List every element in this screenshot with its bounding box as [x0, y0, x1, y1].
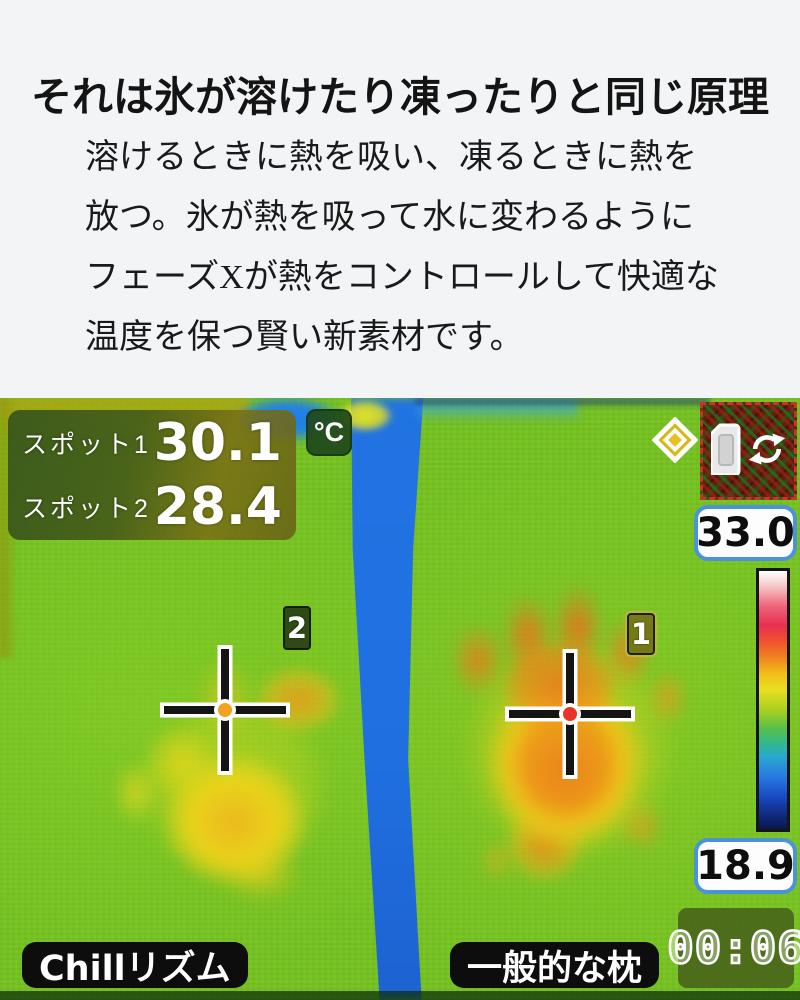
status-pattern-box [700, 402, 797, 500]
image-bottom-edge [0, 991, 800, 1000]
diamond-icon [651, 416, 699, 464]
celsius-unit-badge: °C [306, 409, 352, 456]
recording-timer: 00:06 [666, 908, 800, 988]
spot-2-value: 28.4 [153, 477, 282, 537]
page-title: それは氷が溶けたり凍ったりと同じ原理 [31, 74, 769, 121]
thermal-image: スポット1 30.1 スポット2 28.4 °C [0, 398, 800, 1000]
crosshair-right [505, 649, 635, 779]
spot-readout-panel: スポット1 30.1 スポット2 28.4 [8, 410, 296, 540]
cold-edge-top [415, 398, 710, 405]
spot-1-label: スポット1 [22, 431, 151, 459]
body-text: 溶けるときに熱を吸い、凍るときに熱を 放つ。氷が熱を吸って水に変わるように フェ… [85, 128, 745, 368]
body-line: フェーズXが熱をコントロールして快適な [85, 259, 719, 296]
product-label-left: Chillリズム [22, 942, 248, 989]
spot-1-value: 30.1 [153, 413, 282, 473]
spot-marker-1: 1 [625, 611, 657, 657]
temperature-color-scale [756, 568, 790, 832]
refresh-icon [747, 425, 787, 478]
scale-min-value: 18.9 [694, 838, 797, 894]
sd-card-icon [709, 423, 741, 480]
scale-max-value: 33.0 [694, 505, 797, 561]
body-line: 温度を保つ賢い新素材です。 [85, 319, 524, 356]
spot-marker-2: 2 [283, 606, 311, 650]
product-label-right: 一般的な枕 [450, 942, 660, 989]
spot-row-1: スポット1 30.1 [22, 413, 282, 473]
body-line: 放つ。氷が熱を吸って水に変わるように [85, 199, 694, 236]
spot-2-label: スポット2 [22, 495, 151, 523]
body-line: 溶けるときに熱を吸い、凍るときに熱を [85, 139, 697, 176]
crosshair-left [160, 645, 290, 775]
spot-row-2: スポット2 28.4 [22, 477, 282, 537]
